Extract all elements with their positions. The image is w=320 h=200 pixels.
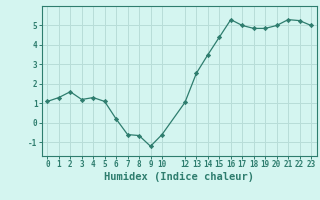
X-axis label: Humidex (Indice chaleur): Humidex (Indice chaleur): [104, 172, 254, 182]
